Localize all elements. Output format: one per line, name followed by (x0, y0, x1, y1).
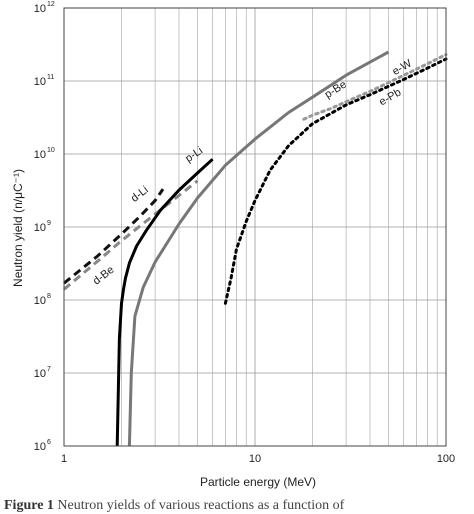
y-tick-exponent: 6 (47, 439, 51, 446)
grid (63, 7, 446, 447)
y-tick-exponent: 10 (47, 147, 55, 154)
figure-label: Figure 1 (4, 498, 54, 513)
curve-label-p-Be: p-Be (323, 79, 349, 101)
x-axis-title: Particle energy (MeV) (200, 475, 316, 489)
curve-label-d-Be: d-Be (91, 264, 117, 288)
y-tick-exponent: 7 (47, 366, 51, 373)
y-tick-label: 10 (34, 295, 46, 307)
series-line-p-Be (127, 50, 390, 447)
plot-frame (63, 7, 447, 447)
y-tick-exponent: 12 (47, 1, 55, 8)
x-tick-label: 1 (61, 453, 67, 465)
series-line-p-Li (115, 158, 214, 447)
y-tick-label: 10 (34, 222, 46, 234)
y-tick-label: 10 (34, 368, 46, 380)
x-tick-label: 100 (437, 453, 455, 465)
series-line-d-Li (63, 188, 165, 285)
series-line-e-Pb (223, 57, 448, 305)
caption-text: Neutron yields of various reactions as a… (57, 498, 345, 513)
x-tick-label: 10 (249, 453, 261, 465)
y-tick-exponent: 8 (47, 293, 51, 300)
series-line-d-Be (63, 179, 199, 291)
series-line-e-W (302, 53, 448, 121)
y-tick-label: 10 (34, 76, 46, 88)
y-tick-label: 10 (34, 149, 46, 161)
y-tick-label: 10 (34, 3, 46, 15)
curve-label-p-Li: p-Li (183, 145, 205, 165)
y-tick-label: 10 (34, 441, 46, 453)
y-tick-exponent: 9 (47, 220, 51, 227)
figure-caption: Figure 1 Neutron yields of various react… (4, 498, 474, 514)
y-axis-title: Neutron yield (n/μC⁻¹) (11, 169, 25, 287)
y-tick-exponent: 11 (47, 74, 54, 81)
series-layer (63, 50, 448, 447)
curve-label-d-Li: d-Li (129, 184, 151, 205)
